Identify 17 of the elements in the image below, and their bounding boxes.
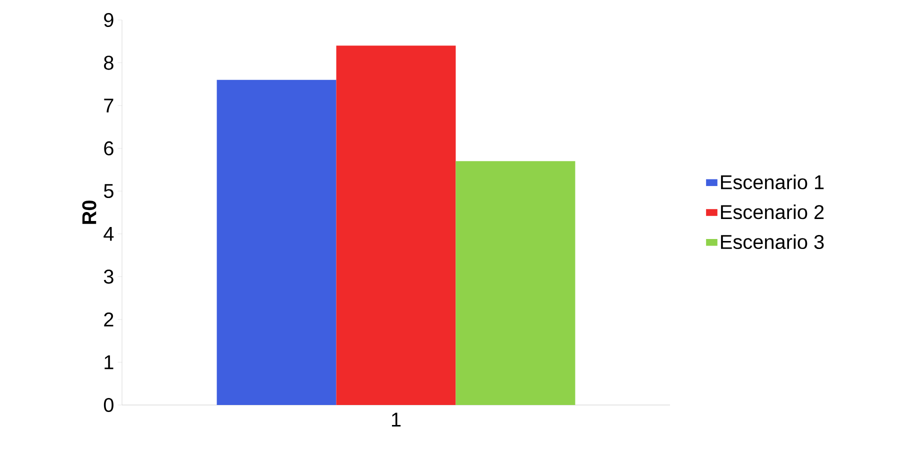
bar (456, 161, 576, 405)
bar (336, 46, 456, 405)
y-tick-label: 0 (104, 398, 114, 412)
y-tick-label: 3 (104, 270, 114, 284)
y-tick-label: 1 (104, 355, 114, 370)
y-tick-label: 6 (104, 141, 114, 156)
y-tick-label: 2 (104, 312, 114, 326)
y-tick-label: 8 (104, 56, 114, 70)
legend-label: Escenario 1 (721, 174, 824, 190)
y-axis-title: R0 (82, 200, 96, 224)
y-tick-label: 4 (104, 227, 114, 241)
legend-label: Escenario 3 (721, 234, 824, 250)
y-tick-label: 5 (104, 184, 114, 198)
y-tick-label: 9 (104, 12, 114, 28)
bar (216, 80, 336, 405)
legend-label: Escenario 2 (721, 204, 824, 220)
y-tick-label: 7 (104, 98, 114, 112)
